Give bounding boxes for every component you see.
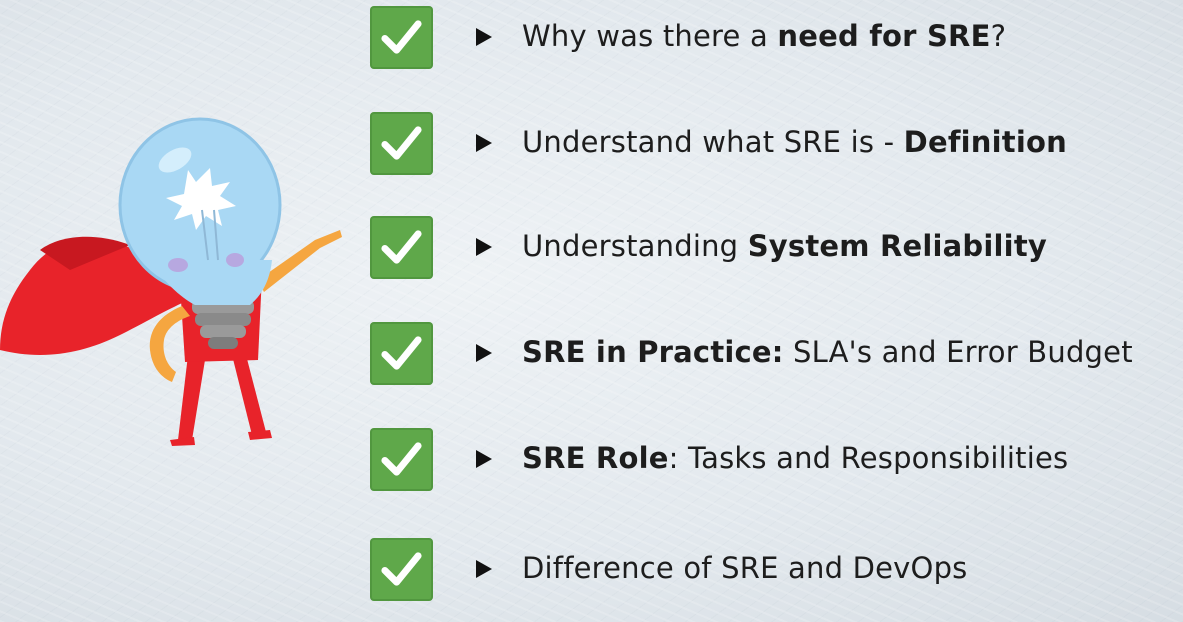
item-label: Understand what SRE is - Definition: [522, 125, 1067, 159]
checklist-item: Understand what SRE is - Definition: [370, 112, 1170, 176]
item-label: Understanding System Reliability: [522, 229, 1047, 263]
checklist-item: SRE in Practice: SLA's and Error Budget: [370, 322, 1170, 386]
bullet-triangle-icon: [476, 450, 492, 468]
item-label: SRE in Practice: SLA's and Error Budget: [522, 335, 1133, 369]
bullet-triangle-icon: [476, 238, 492, 256]
red-cape: [0, 238, 190, 355]
checkmark-icon: [370, 6, 433, 69]
superhero-lightbulb-illustration: [0, 117, 342, 446]
checkmark-icon: [370, 216, 433, 279]
bullet-triangle-icon: [476, 134, 492, 152]
bullet-triangle-icon: [476, 560, 492, 578]
checkmark-icon: [370, 322, 433, 385]
item-label: Why was there a need for SRE?: [522, 19, 1007, 53]
item-label: Difference of SRE and DevOps: [522, 551, 968, 585]
bullet-triangle-icon: [476, 344, 492, 362]
bullet-triangle-icon: [476, 28, 492, 46]
checkmark-icon: [370, 112, 433, 175]
item-label: SRE Role: Tasks and Responsibilities: [522, 441, 1069, 475]
checkmark-icon: [370, 538, 433, 601]
checklist-item: Difference of SRE and DevOps: [370, 538, 1170, 602]
checkmark-icon: [370, 428, 433, 491]
checklist-item: Understanding System Reliability: [370, 216, 1170, 280]
checklist-item: SRE Role: Tasks and Responsibilities: [370, 428, 1170, 492]
checklist-item: Why was there a need for SRE?: [370, 6, 1170, 70]
